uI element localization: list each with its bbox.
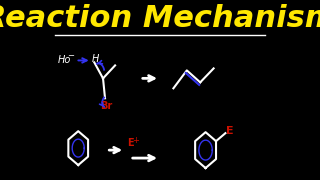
Text: Reaction Mechanism: Reaction Mechanism: [0, 4, 320, 33]
Text: Ho: Ho: [58, 55, 71, 65]
Text: H: H: [91, 54, 99, 64]
Text: −: −: [67, 51, 74, 60]
Text: E: E: [226, 126, 234, 136]
Text: E: E: [127, 138, 134, 148]
Text: +: +: [132, 136, 139, 145]
Text: Br: Br: [100, 101, 113, 111]
